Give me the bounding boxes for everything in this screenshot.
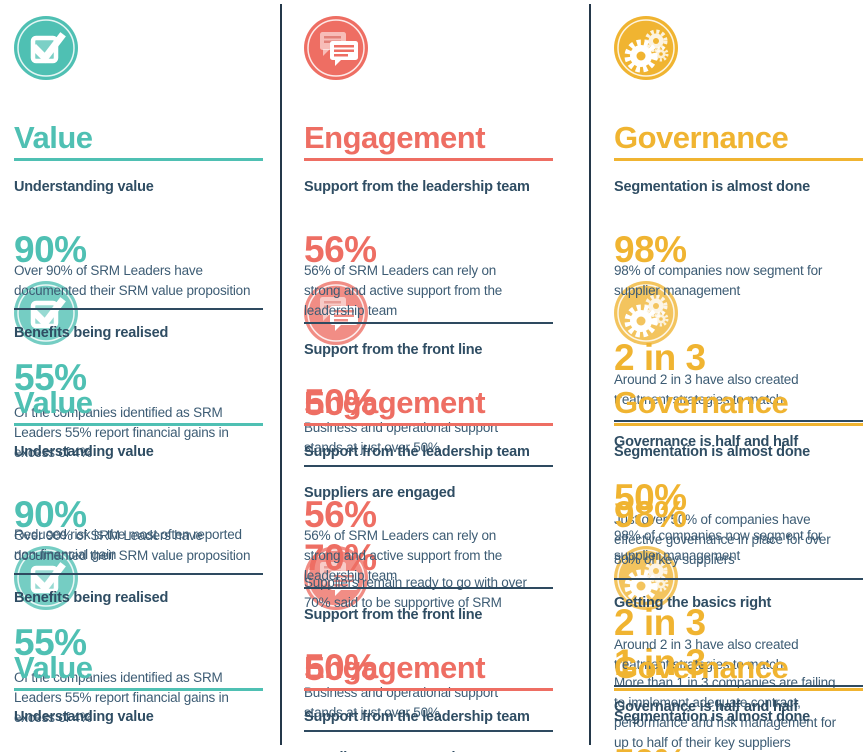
governance-title: Governance [614,385,789,420]
checkbox-check-icon [14,16,78,80]
engagement-section-rule [304,465,553,467]
value-section-rule [14,573,263,575]
value-body-text: Over 90% of SRM Leaders have documented … [14,263,251,298]
governance-accent-rule [614,423,863,426]
chat-bubbles-icon [304,16,368,80]
governance-title: Governance [614,650,789,685]
governance-section-heading: Getting the basics right [614,595,772,611]
engagement-accent-rule [304,688,553,691]
governance-title: Governance [614,120,789,155]
engagement-accent-rule [304,158,553,161]
column-divider-1 [280,4,282,745]
governance-accent-rule [614,688,863,691]
gears-icon [614,281,678,345]
engagement-stat: 70% [304,537,377,578]
gears-icon [614,16,678,80]
value-stat: 90% [14,229,87,270]
value-stat: 90% [14,494,87,535]
governance-section-heading: Segmentation is almost done [614,709,811,725]
governance-body-text: 98% of companies now segment for supplie… [614,263,823,298]
governance-section-heading: Segmentation is almost done [614,444,811,460]
governance-body-text: Around 2 in 3 have also created treatmen… [614,372,799,407]
value-stat: 55% [14,357,87,398]
governance-section-rule [614,420,863,422]
engagement-stat: 56% [304,494,377,535]
value-title: Value [14,385,93,420]
value-stat: 55% [14,622,87,663]
value-body-text: Reduced risk is the most often reported … [14,527,242,562]
engagement-section-heading: Suppliers are engaged [304,485,456,501]
engagement-section-heading: Support from the front line [304,607,483,623]
value-body-text: Of the companies identified as SRM Leade… [14,670,229,725]
column-divider-2 [589,4,591,745]
governance-stat: 2 in 3 [614,602,706,643]
engagement-title: Engagement [304,385,486,420]
governance-stat: 50% [614,477,687,518]
value-section-heading: Understanding value [14,444,154,460]
engagement-title: Engagement [304,650,486,685]
value-accent-rule [14,688,263,691]
governance-section-heading: Governance is half and half [614,699,798,715]
engagement-title: Engagement [304,120,486,155]
engagement-body-text: 56% of SRM Leaders can rely on strong an… [304,528,503,583]
engagement-accent-rule [304,423,553,426]
value-section-heading: Benefits being realised [14,325,169,341]
engagement-section-rule [304,587,553,589]
value-section-heading: Understanding value [14,709,154,725]
value-section-rule [14,308,263,310]
value-accent-rule [14,423,263,426]
governance-section-heading: Governance is half and half [614,434,798,450]
governance-body-text: Around 2 in 3 have also created treatmen… [614,637,799,672]
value-accent-rule [14,158,263,161]
engagement-body-text: 56% of SRM Leaders can rely on strong an… [304,263,503,318]
governance-section-rule [614,685,863,687]
governance-stat: 2 in 3 [614,337,706,378]
governance-stat: 98% [614,229,687,270]
engagement-stat: 50% [304,382,377,423]
governance-section-rule [614,578,863,580]
engagement-body-text: Suppliers remain ready to go with over 7… [304,575,527,610]
governance-stat: 1 in 3 [614,642,706,683]
chat-bubbles-icon [304,546,368,610]
engagement-stat: 50% [304,647,377,688]
governance-stat: 50% [614,743,687,752]
chat-bubbles-icon [304,281,368,345]
governance-stat: 98% [614,494,687,535]
engagement-section-heading: Support from the front line [304,342,483,358]
governance-body-text: 98% of companies now segment for supplie… [614,528,823,563]
engagement-stat: 56% [304,229,377,270]
engagement-section-rule [304,730,553,732]
engagement-section-heading: Support from the leadership team [304,709,530,725]
value-section-heading: Understanding value [14,179,154,195]
value-title: Value [14,120,93,155]
value-body-text: Of the companies identified as SRM Leade… [14,405,229,460]
governance-body-text: Just over 50% of companies have effectiv… [614,512,831,567]
engagement-section-heading: Suppliers are engaged [304,749,456,752]
governance-accent-rule [614,158,863,161]
value-title: Value [14,650,93,685]
value-body-text: Over 90% of SRM Leaders have documented … [14,528,251,563]
governance-body-text: More than 1 in 3 companies are failing t… [614,675,836,750]
engagement-section-rule [304,322,553,324]
governance-section-heading: Segmentation is almost done [614,179,811,195]
engagement-section-heading: Support from the leadership team [304,179,530,195]
engagement-section-heading: Support from the leadership team [304,444,530,460]
value-section-heading: Benefits being realised [14,590,169,606]
